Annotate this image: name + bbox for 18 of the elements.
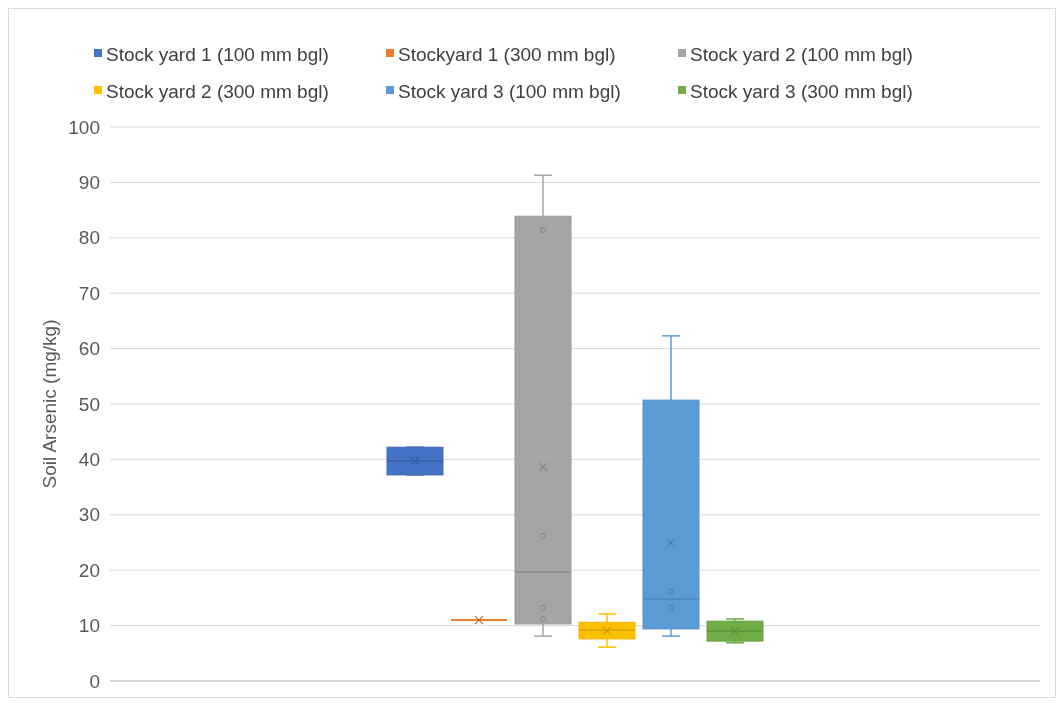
y-tick-label: 30 (78, 504, 100, 526)
legend-label: Stock yard 1 (100 mm bgl) (106, 43, 329, 65)
y-axis-title: Soil Arsenic (mg/kg) (39, 319, 60, 489)
y-tick-label: 0 (89, 670, 100, 692)
y-tick-label: 100 (68, 116, 100, 138)
y-tick-label: 40 (78, 449, 100, 471)
y-tick-label: 50 (78, 393, 100, 415)
y-tick-label: 70 (78, 282, 100, 304)
y-tick-label: 60 (78, 338, 100, 360)
legend-label: Stock yard 2 (300 mm bgl) (106, 80, 329, 102)
legend-label: Stock yard 3 (300 mm bgl) (690, 80, 913, 102)
y-tick-label: 10 (78, 615, 100, 637)
y-tick-label: 90 (78, 172, 100, 194)
legend-label: Stock yard 2 (100 mm bgl) (690, 43, 913, 65)
y-tick-label: 80 (78, 227, 100, 249)
legend-label: Stockyard 1 (300 mm bgl) (398, 43, 616, 65)
y-tick-label: 20 (78, 559, 100, 581)
legend-label: Stock yard 3 (100 mm bgl) (398, 80, 621, 102)
